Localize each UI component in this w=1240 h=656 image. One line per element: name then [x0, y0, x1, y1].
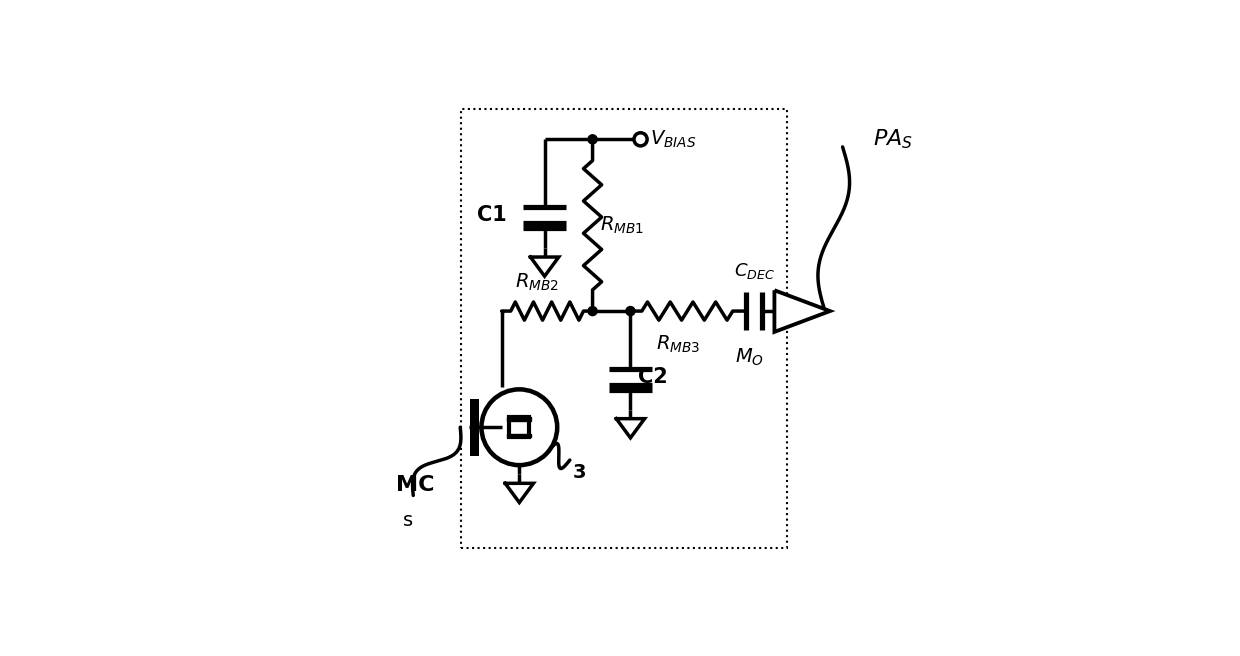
Text: $M_O$: $M_O$	[734, 346, 764, 368]
Circle shape	[588, 134, 598, 144]
Circle shape	[626, 306, 635, 316]
Text: MC: MC	[396, 476, 434, 495]
Bar	[461, 109, 787, 548]
Text: C1: C1	[477, 205, 507, 225]
Bar	[507, 417, 531, 421]
Text: 3: 3	[573, 462, 585, 482]
Text: $R_{MB3}$: $R_{MB3}$	[656, 334, 701, 355]
Bar	[470, 399, 479, 456]
Text: s: s	[403, 510, 413, 529]
Text: C2: C2	[639, 367, 668, 387]
Bar	[507, 434, 531, 437]
Text: $V_{BIAS}$: $V_{BIAS}$	[650, 129, 696, 150]
Circle shape	[588, 306, 598, 316]
Text: $R_{MB1}$: $R_{MB1}$	[600, 215, 645, 236]
Polygon shape	[775, 290, 830, 332]
Bar	[510, 417, 529, 437]
Text: $C_{DEC}$: $C_{DEC}$	[734, 261, 775, 281]
Text: $R_{MB2}$: $R_{MB2}$	[515, 272, 559, 293]
Text: $PA_S$: $PA_S$	[873, 127, 913, 151]
